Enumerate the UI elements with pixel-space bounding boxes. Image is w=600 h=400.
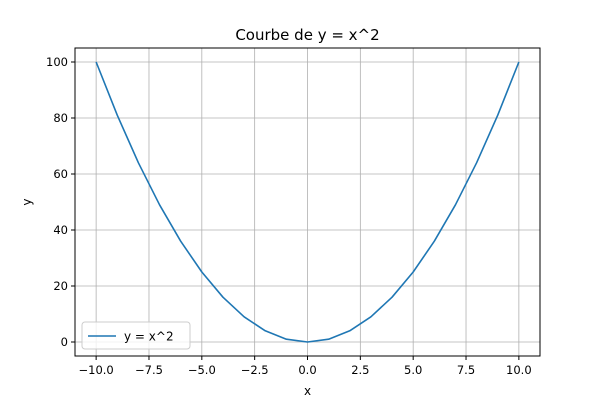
legend-box xyxy=(81,321,191,350)
x-tick-label: −5.0 xyxy=(188,363,216,377)
x-tick-label: −2.5 xyxy=(241,363,269,377)
x-tick-label: 2.5 xyxy=(351,363,369,377)
y-tick-label: 60 xyxy=(53,167,68,181)
y-tick-label: 40 xyxy=(53,223,68,237)
y-tick-label: 80 xyxy=(53,111,68,125)
series-line xyxy=(95,61,520,343)
chart-title: Courbe de y = x^2 xyxy=(235,26,379,44)
x-tick-label: 7.5 xyxy=(457,363,475,377)
x-tick-label: −10.0 xyxy=(79,363,114,377)
y-tick-label: 20 xyxy=(53,279,68,293)
x-tick-label: 10.0 xyxy=(506,363,532,377)
x-tick-label: 0.0 xyxy=(298,363,316,377)
x-axis: −10.0 −7.5 −5.0 −2.5 0.0 2.5 5.0 7.5 10.0 xyxy=(79,356,532,377)
x-tick-label: −7.5 xyxy=(135,363,163,377)
x-tick-label: 5.0 xyxy=(404,363,422,377)
y-axis: 0 20 40 60 80 100 xyxy=(46,55,75,349)
series-group xyxy=(95,61,520,343)
y-tick-label: 100 xyxy=(46,55,68,69)
y-axis-label: y xyxy=(20,198,34,205)
y-tick-label: 0 xyxy=(61,335,68,349)
x-axis-label: x xyxy=(304,384,311,398)
legend-label: y = x^2 xyxy=(124,330,174,344)
legend: y = x^2 xyxy=(81,321,191,350)
